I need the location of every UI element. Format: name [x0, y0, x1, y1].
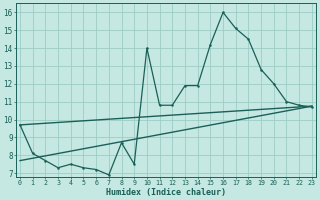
X-axis label: Humidex (Indice chaleur): Humidex (Indice chaleur) — [106, 188, 226, 197]
